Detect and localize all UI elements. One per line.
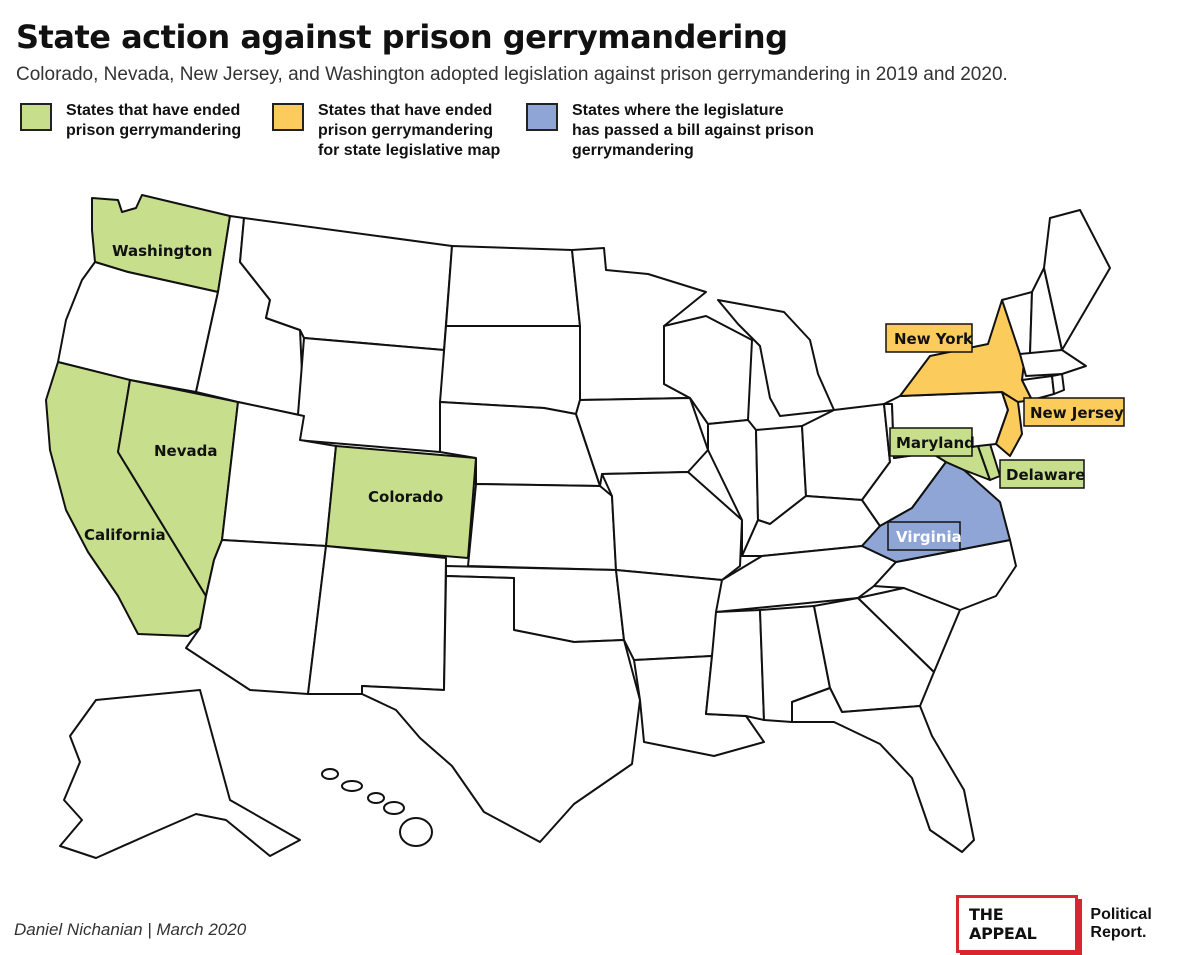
state-new-mexico — [307, 545, 447, 695]
state-rhode-island — [1051, 373, 1065, 395]
state-north-dakota — [445, 245, 581, 327]
callout-delaware: Delaware — [999, 459, 1085, 489]
state-mississippi — [705, 609, 765, 721]
legend-item-ended: States that have ended prison gerrymande… — [20, 101, 241, 141]
callout-maryland: Maryland — [889, 427, 975, 457]
us-map: Washington Nevada California Colorado Ne… — [45, 194, 1125, 859]
brand-name: THE APPEAL — [956, 895, 1079, 953]
label-delaware: Delaware — [1006, 466, 1085, 484]
state-texas — [361, 575, 641, 843]
legend-item-legislative: States that have ended prison gerrymande… — [272, 101, 500, 161]
state-kansas — [467, 483, 617, 571]
label-new-jersey: New Jersey — [1030, 404, 1124, 422]
legend-item-bill-passed: States where the legislature has passed … — [526, 101, 814, 161]
page-subtitle: Colorado, Nevada, New Jersey, and Washin… — [16, 64, 1008, 85]
brand-subtitle: Political Report. — [1090, 906, 1152, 941]
legend-label-bill-passed: States where the legislature has passed … — [572, 102, 814, 159]
label-virginia: Virginia — [896, 528, 962, 546]
state-hawaii — [321, 768, 433, 847]
legend-swatch-ended — [20, 103, 52, 131]
state-michigan — [717, 299, 835, 417]
legend-label-legislative: States that have ended prison gerrymande… — [318, 102, 501, 159]
legend-label-ended: States that have ended prison gerrymande… — [66, 102, 242, 139]
callout-new-york: New York — [885, 323, 974, 353]
legend-swatch-bill-passed — [526, 103, 558, 131]
brand-logo: THE APPEAL Political Report. — [956, 895, 1200, 953]
credit-line: Daniel Nichanian | March 2020 — [14, 920, 247, 939]
state-maine — [1043, 209, 1111, 351]
label-washington: Washington — [112, 242, 212, 260]
label-new-york: New York — [894, 330, 974, 348]
label-maryland: Maryland — [896, 434, 975, 452]
callout-virginia: Virginia — [887, 521, 962, 551]
state-wyoming — [295, 337, 445, 453]
legend-swatch-legislative — [272, 103, 304, 131]
state-missouri — [601, 471, 743, 581]
label-nevada: Nevada — [154, 442, 218, 460]
state-arkansas — [615, 569, 723, 661]
callout-new-jersey: New Jersey — [1023, 397, 1125, 427]
page-title: State action against prison gerrymanderi… — [16, 18, 788, 56]
state-massachusetts — [1019, 349, 1087, 377]
state-south-dakota — [439, 325, 581, 415]
state-alaska — [59, 689, 301, 859]
label-colorado: Colorado — [368, 488, 443, 506]
label-california: California — [84, 526, 166, 544]
state-florida — [791, 687, 975, 853]
